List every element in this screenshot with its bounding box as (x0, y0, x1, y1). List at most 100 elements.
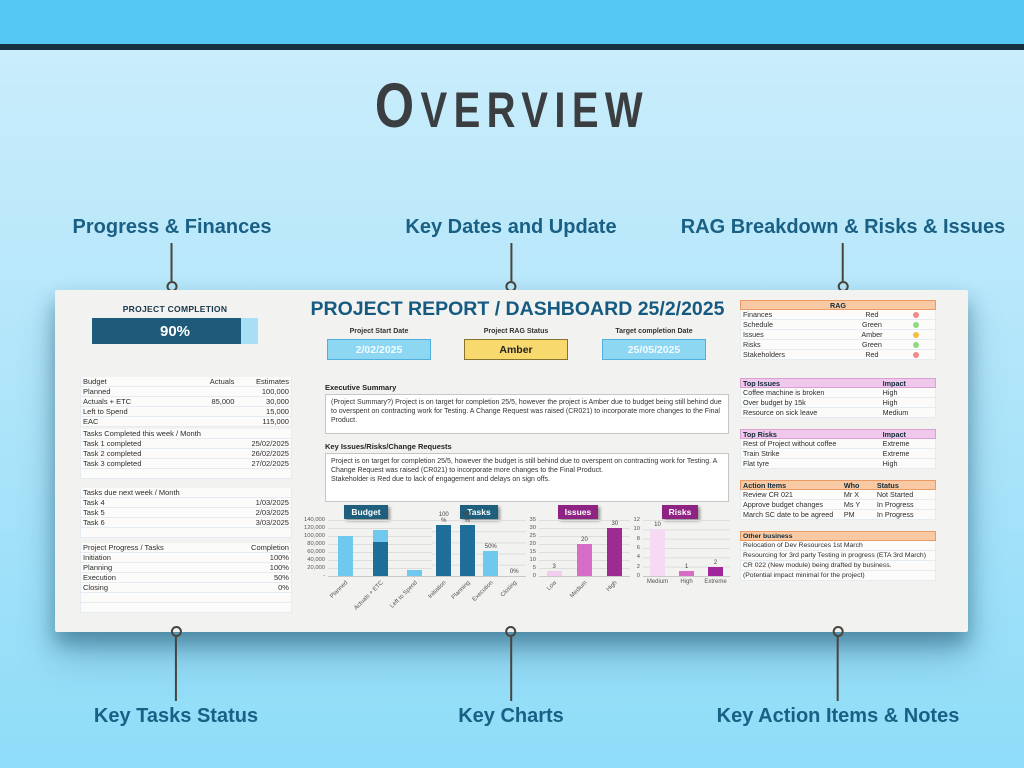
project-completion: PROJECT COMPLETION 90% (92, 304, 258, 344)
bar: 1 (672, 520, 701, 576)
bar (363, 520, 398, 576)
y-tick-label: 25 (529, 533, 536, 539)
bar-segment (576, 544, 592, 576)
table-cell: RAG (830, 301, 846, 309)
table-row: Planning 100% (80, 563, 292, 573)
table-cell: 100% (269, 553, 289, 562)
table-cell: Rest of Project without coffee (743, 439, 837, 448)
table-cell: 100,000 (261, 387, 289, 396)
bar: 0% (503, 520, 527, 576)
dashboard-card: PROJECT COMPLETION 90% Budget Actuals Esti… (55, 290, 968, 632)
table-cell (203, 528, 291, 537)
table-header-row: RAG (740, 300, 936, 310)
table-cell (896, 350, 935, 359)
table-row: CR 022 (New module) being drafted by bus… (740, 561, 936, 571)
table-cell: Execution (83, 573, 116, 582)
y-tick-label: 10 (529, 557, 536, 563)
x-tick-label: Medium (569, 580, 589, 600)
x-tick-label: Left to Spend (389, 580, 419, 610)
table-row: Issues Amber (740, 330, 936, 340)
table-cell: Task 2 completed (83, 449, 142, 458)
page-title: Overview (374, 71, 650, 141)
plot-area (328, 520, 432, 577)
bar: 30 (600, 520, 630, 576)
table-row: Actuals + ETC 85,000 30,000 (80, 397, 292, 407)
rag-status-field: Project RAG Status Amber (464, 328, 568, 360)
table-row: EAC 115,000 (80, 417, 292, 427)
bar-segment (679, 571, 694, 576)
x-axis: Planned Actuals + ETC Left to Spend (328, 579, 432, 611)
start-date-label: Project Start Date (349, 328, 409, 335)
plot-area: 100 % 100 % 50% 0% (432, 512, 527, 577)
bar-segment (459, 525, 475, 576)
table-cell: 85,000 (211, 397, 235, 406)
callout-connector-line (837, 637, 839, 701)
table-cell (81, 528, 203, 537)
callout-label: Progress & Finances (72, 216, 272, 238)
table-cell: Budget (83, 377, 107, 386)
progress-finances-column: PROJECT COMPLETION 90% Budget Actuals Esti… (80, 304, 292, 613)
y-tick-label: 12 (633, 517, 640, 523)
top-banner-divider (0, 44, 1024, 50)
issues-chart-badge: Issues (557, 505, 599, 519)
table-row: Left to Spend 15,000 (80, 407, 292, 417)
table-cell: 3/03/2025 (255, 518, 289, 527)
table-header-row: Tasks due next week / Month (80, 488, 292, 498)
table-cell: Red (865, 310, 879, 319)
table-row: Relocation of Dev Resources 1st March (740, 541, 936, 551)
table-cell: Green (861, 340, 882, 349)
bar-segment (650, 529, 665, 576)
bar: 100 % (432, 512, 456, 576)
charts-row: Budget 140,000 120,000 100,000 80,000 60,000… (300, 502, 730, 611)
table-cell (81, 593, 220, 602)
target-date-field: Target completion Date 25/05/2025 (602, 328, 706, 360)
y-axis: 12 10 8 6 4 2 0 (630, 517, 643, 589)
executive-summary-label: Executive Summary (325, 383, 397, 392)
data-label: 30 (611, 521, 619, 527)
table-row: Resourcing for 3rd party Testing in prog… (740, 551, 936, 561)
table-row: Resource on sick leave Medium (740, 408, 936, 418)
table-cell: 25/02/2025 (251, 439, 289, 448)
bar-segment (407, 570, 423, 576)
budget-chart-badge: Budget (344, 505, 388, 519)
table-cell: Closing (83, 583, 109, 592)
data-label: 0% (509, 569, 519, 575)
table-cell (896, 320, 935, 329)
executive-summary-text: (Project Summary?) Project is on target … (325, 394, 729, 434)
table-cell: Over budget by 15k (743, 398, 806, 407)
callout-label: Key Action Items & Notes (716, 705, 960, 727)
rag-status-dot (912, 321, 919, 328)
table-cell: Actuals (209, 377, 235, 386)
plot-area: 10 1 2 (643, 520, 730, 577)
callout-key-tasks-status: Key Tasks Status (94, 626, 258, 728)
x-tick-label: Medium (646, 579, 669, 585)
table-cell: Approve budget changes (743, 500, 823, 509)
table-cell: Red (865, 350, 879, 359)
target-date-label: Target completion Date (615, 328, 693, 335)
table-cell: Left to Spend (83, 407, 128, 416)
table-cell: In Progress (876, 500, 914, 509)
tasks-due-table: Tasks due next week / Month Task 4 1/03/20… (80, 488, 292, 538)
table-cell: Resource on sick leave (743, 408, 818, 417)
y-tick-label: 35 (529, 517, 536, 523)
y-tick-label: 8 (636, 535, 640, 542)
table-row (80, 593, 292, 603)
y-tick-label: 6 (636, 545, 640, 551)
y-tick-label: 120,000 (304, 525, 325, 531)
table-cell: March SC date to be agreed (743, 510, 834, 519)
table-header-row: Tasks Completed this week / Month (80, 429, 292, 439)
project-completion-fill (92, 318, 242, 344)
table-cell: Initiation (83, 553, 111, 562)
rag-status-dot (912, 331, 919, 338)
table-cell: Completion (251, 543, 289, 552)
bar-segment (372, 542, 388, 576)
other-business-table: Other business Relocation of Dev Resource… (740, 531, 936, 581)
action-items-table: Action Items Who Status Review CR 021 Mr X No… (740, 480, 936, 520)
plot-area: 3 20 30 (539, 520, 630, 577)
y-tick-label: 20 (529, 541, 536, 547)
table-cell: Impact (882, 430, 906, 438)
callout-connector-dot (170, 626, 182, 637)
table-header-row: Budget Actuals Estimates (80, 377, 292, 387)
y-tick-label: - (323, 573, 325, 579)
